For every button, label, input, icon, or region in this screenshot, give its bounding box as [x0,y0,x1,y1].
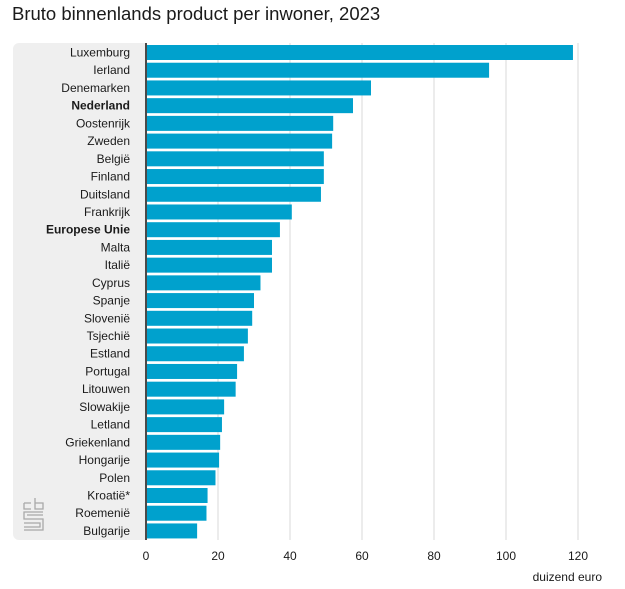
bar [146,275,261,291]
category-label: Slowakije [79,400,130,414]
category-label: Malta [101,240,131,254]
bar [146,169,324,185]
category-label: Estland [90,347,130,361]
bar [146,310,253,326]
bar [146,434,221,450]
bar [146,346,244,362]
bar [146,505,207,521]
category-label: Oostenrijk [76,116,131,130]
bar [146,98,353,114]
category-label: Nederland [71,99,130,113]
bar [146,222,280,238]
category-label: Litouwen [82,382,130,396]
category-label: Tsjechië [87,329,131,343]
bar [146,45,573,60]
category-label: Griekenland [65,435,130,449]
bar [146,151,324,167]
bar [146,257,272,273]
bar [146,115,334,131]
bars [146,45,573,539]
category-label: Zweden [87,134,130,148]
bar [146,204,292,220]
category-label: Luxemburg [70,46,130,60]
bar [146,363,238,379]
category-label: Hongarije [79,453,131,467]
category-label: Cyprus [92,276,130,290]
chart-title: Bruto binnenlands product per inwoner, 2… [12,3,381,24]
x-tick-label: 20 [211,549,225,563]
bar [146,186,321,202]
category-label: Kroatië* [87,489,130,503]
bar [146,133,333,149]
bar [146,381,236,397]
bar [146,452,220,468]
category-label: Slovenië [84,311,130,325]
x-tick-label: 80 [427,549,441,563]
x-tick-label: 120 [568,549,588,563]
category-label: België [97,152,131,166]
category-label: Polen [99,471,130,485]
bar [146,523,198,539]
category-label: Italië [105,258,131,272]
x-tick-label: 60 [355,549,369,563]
category-label: Europese Unie [46,223,130,237]
category-label: Roemenië [75,506,130,520]
bar [146,470,216,486]
category-label: Bulgarije [83,524,130,538]
bar [146,328,248,344]
category-label: Finland [91,170,130,184]
cbs-logo-icon [23,498,44,531]
category-label: Spanje [93,294,131,308]
category-label: Duitsland [80,187,130,201]
category-label: Frankrijk [84,205,131,219]
category-label: Letland [91,418,130,432]
bar [146,80,371,96]
x-axis-unit-label: duizend euro [532,570,602,584]
bar [146,417,222,433]
bar [146,62,490,78]
category-label: Denemarken [61,81,130,95]
bar [146,239,272,255]
bar [146,293,254,309]
category-label: Portugal [85,364,130,378]
x-tick-labels: 0 20 40 60 80 100 120 [143,549,589,563]
x-tick-label: 0 [143,549,150,563]
x-tick-label: 100 [496,549,516,563]
x-tick-label: 40 [283,549,297,563]
bar [146,488,208,503]
category-label: Ierland [93,63,130,77]
category-labels: Luxemburg Ierland Denemarken Nederland Ooste… [46,46,131,538]
bar [146,399,225,415]
category-label-panel [13,43,146,540]
